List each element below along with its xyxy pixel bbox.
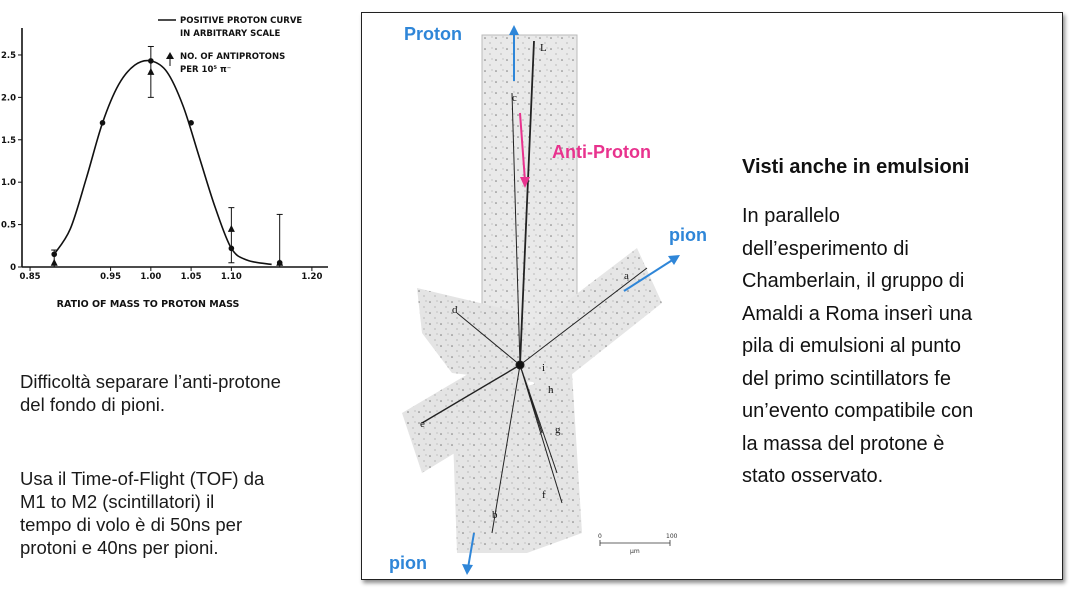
antiproton-point [227, 224, 235, 232]
chart-marks [50, 45, 284, 268]
legend-label: NO. OF ANTIPROTONS [180, 52, 285, 62]
pion-right-arrow-icon [668, 255, 680, 265]
anti-proton-label: Anti-Proton [552, 142, 651, 162]
anti-proton-arrow-icon [520, 177, 530, 188]
track-letter: a [624, 270, 629, 282]
proton-arrow-icon [509, 25, 519, 35]
y-tick-label: 0 [10, 263, 16, 273]
x-tick-label: 1.05 [181, 272, 202, 282]
pion-label-bottom: pion [389, 553, 427, 573]
track-letter: L [540, 42, 547, 54]
proton-curve-line [53, 59, 272, 266]
y-tick-label: 2.0 [1, 93, 16, 103]
annotation-arrows [462, 25, 680, 575]
track-letter: b [492, 509, 498, 521]
left-paragraph-tof: Usa il Time-of-Flight (TOF) da M1 to M2 … [20, 468, 265, 558]
side-body: In parallelo dell’esperimento di Chamber… [742, 205, 974, 487]
x-tick-label: 1.00 [140, 272, 161, 282]
side-title: Visti anche in emulsioni [742, 156, 970, 178]
chart-legend: POSITIVE PROTON CURVE IN ARBITRARY SCALE N… [158, 16, 302, 75]
antiproton-mass-chart: 0.85 0.95 1.00 1.05 1.10 1.20 0 0.5 1.0 1.5 2.0 2.5… [1, 16, 328, 310]
emulsion-slide-box: L c d a i h e g f b 0 100 μm [361, 12, 1063, 580]
track-letter: d [452, 304, 458, 316]
y-tick-label: 0.5 [1, 221, 16, 231]
scale-bar-end: 100 [666, 533, 678, 540]
track-letter: f [542, 489, 546, 501]
chart-ticks: 0.85 0.95 1.00 1.05 1.10 1.20 0 0.5 1.0 1.5 2.0 2.5 [1, 51, 323, 282]
antiproton-point [50, 258, 58, 266]
legend-triangle-swatch [166, 52, 174, 59]
emulsion-plates [402, 34, 662, 553]
chart-axes [21, 28, 328, 268]
left-paragraph-difficulty: Difficoltà separare l’anti-protone del f… [20, 371, 281, 415]
scale-bar-unit: μm [630, 548, 640, 555]
scale-bar-start: 0 [598, 533, 602, 540]
y-tick-label: 2.5 [1, 51, 16, 61]
track-letter: i [542, 362, 545, 374]
x-tick-label: 0.85 [20, 272, 41, 282]
pion-bottom-arrow-icon [462, 564, 473, 575]
track-letter: c [512, 92, 517, 104]
track-letter: g [555, 424, 561, 436]
x-tick-label: 1.20 [301, 272, 322, 282]
emulsion-photo: L c d a i h e g f b 0 100 μm [389, 24, 707, 575]
legend-label: PER 10⁵ π⁻ [180, 65, 231, 75]
legend-label: IN ARBITRARY SCALE [180, 29, 280, 39]
track-letter: e [420, 418, 425, 430]
pion-label-right: pion [669, 225, 707, 245]
x-tick-label: 0.95 [100, 272, 121, 282]
x-tick-label: 1.10 [221, 272, 242, 282]
antiproton-point [147, 67, 155, 75]
track-letter: h [548, 384, 554, 396]
particle-tracks [421, 40, 648, 534]
proton-point [188, 120, 194, 126]
track-letters: L c d a i h e g f b [420, 42, 629, 521]
scale-bar: 0 100 μm [598, 533, 678, 555]
antiproton-point [276, 258, 284, 266]
proton-label: Proton [404, 24, 462, 44]
proton-point [99, 120, 106, 126]
y-tick-label: 1.0 [1, 178, 16, 188]
x-axis-label: RATIO OF MASS TO PROTON MASS [57, 299, 240, 310]
legend-label: POSITIVE PROTON CURVE [180, 16, 302, 26]
chart-curve [53, 59, 272, 266]
y-tick-label: 1.5 [1, 136, 16, 146]
